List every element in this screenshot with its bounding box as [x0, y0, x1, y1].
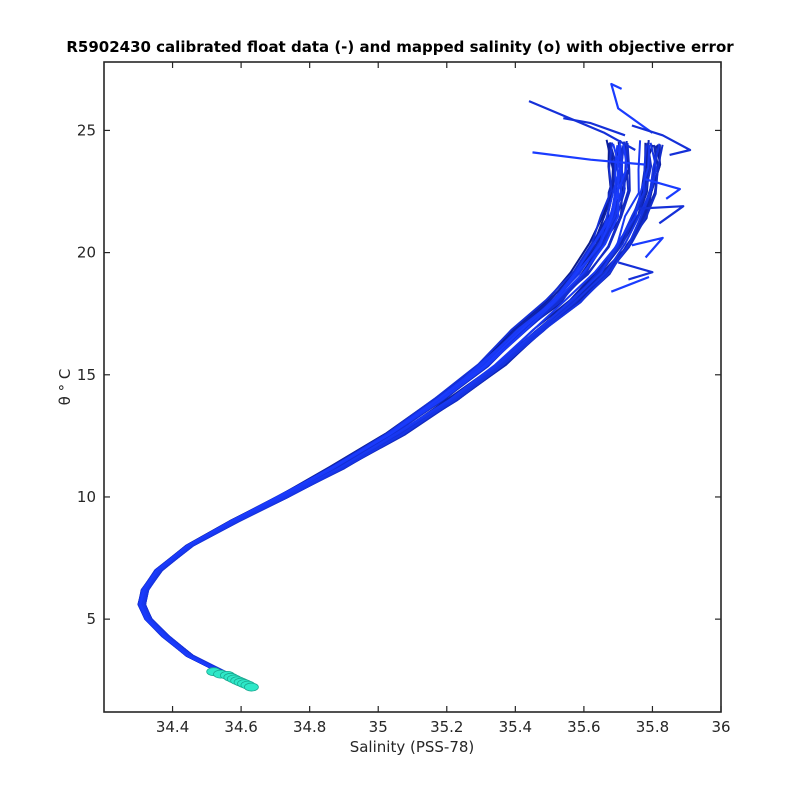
profile-line: [139, 142, 628, 689]
surface-profile-segment: [610, 275, 650, 293]
profile-line: [138, 144, 624, 689]
surface-profile-segment: [528, 100, 636, 151]
x-tick-label: 34.8: [293, 718, 326, 736]
profile-line: [138, 142, 618, 689]
profile-line: [139, 143, 631, 689]
y-axis-label: θ ° C: [56, 369, 74, 406]
profile-line: [139, 142, 630, 689]
profile-line: [138, 145, 623, 689]
profile-line: [138, 145, 622, 689]
profile-line: [139, 139, 622, 689]
profile-line: [138, 143, 626, 689]
profile-line: [138, 139, 614, 689]
x-tick-label: 34.4: [156, 718, 189, 736]
x-tick-label: 35.8: [636, 718, 669, 736]
profile-line: [139, 141, 626, 689]
mapped-salinity-point: [243, 682, 259, 692]
profile-line: [137, 145, 615, 689]
profile-line: [144, 145, 662, 689]
x-tick-label: 34.6: [224, 718, 257, 736]
profile-line: [140, 141, 630, 689]
chart-title: R5902430 calibrated float data (-) and m…: [66, 38, 734, 56]
y-tick-label: 15: [77, 366, 96, 384]
mapped-salinity-markers: [206, 667, 259, 692]
profile-line: [137, 142, 614, 689]
profile-line: [138, 142, 623, 689]
x-tick-label: 35: [369, 718, 388, 736]
plot-frame: [103, 61, 722, 713]
profile-line: [138, 143, 622, 689]
y-tick-label: 10: [77, 488, 96, 506]
surface-profile-segment: [532, 151, 646, 166]
profile-line: [143, 144, 659, 689]
profile-line: [144, 144, 660, 689]
y-tick-label: 20: [77, 244, 96, 262]
surface-profile-segment: [631, 236, 664, 259]
surface-profile-segment: [563, 117, 626, 137]
y-axis: 5 10 15 20 25: [77, 121, 721, 628]
surface-profile-segment: [631, 124, 692, 156]
profile-line: [142, 143, 649, 689]
x-tick-label: 36: [711, 718, 730, 736]
profile-line: [144, 143, 661, 689]
x-axis-label: Salinity (PSS-78): [350, 738, 475, 756]
profile-line: [137, 144, 621, 689]
profile-line: [139, 141, 626, 689]
profile-line: [141, 140, 642, 689]
profile-line: [143, 145, 657, 689]
surface-profile-segment: [617, 261, 654, 281]
profile-line: [137, 143, 613, 689]
x-tick-label: 35.6: [567, 718, 600, 736]
y-tick-label: 25: [77, 121, 96, 139]
x-tick-label: 35.4: [499, 718, 532, 736]
profile-line: [142, 142, 658, 689]
profile-line: [142, 145, 650, 689]
profile-line: [140, 140, 628, 689]
profile-line: [138, 145, 619, 689]
profile-line: [142, 142, 647, 689]
profile-line: [143, 144, 650, 689]
x-axis: 34.4 34.6 34.8 35 35.2 35.4 35.6 35.8 36: [156, 62, 731, 736]
profile-line: [142, 144, 654, 689]
profile-lines: [137, 82, 692, 689]
x-tick-label: 35.2: [430, 718, 463, 736]
y-tick-label: 5: [86, 610, 96, 628]
surface-profile-segment: [638, 205, 685, 225]
profile-line: [141, 140, 650, 689]
profile-line: [142, 144, 661, 689]
profile-line: [142, 142, 653, 689]
profile-line: [143, 143, 661, 689]
profile-line: [142, 144, 651, 689]
profile-line: [141, 145, 648, 689]
profile-line: [144, 144, 664, 689]
surface-profile-segment: [610, 82, 654, 134]
surface-profile-segment: [645, 178, 682, 200]
